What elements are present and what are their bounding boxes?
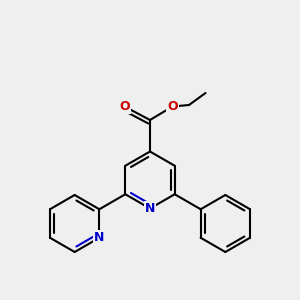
Text: N: N [145, 202, 155, 215]
Text: O: O [119, 100, 130, 113]
Text: N: N [94, 231, 104, 244]
Text: O: O [167, 100, 178, 113]
